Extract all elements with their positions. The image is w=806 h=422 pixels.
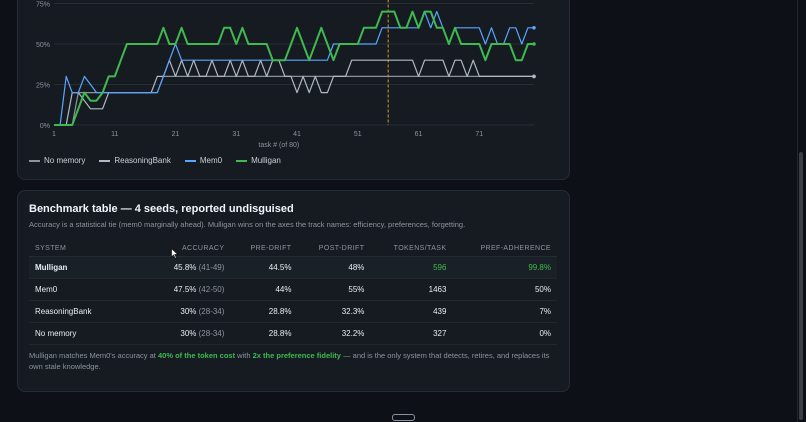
series-endpoint-mem0 bbox=[532, 26, 536, 30]
scrollbar[interactable] bbox=[797, 0, 806, 422]
cell-pre-drift: 44% bbox=[230, 278, 298, 301]
x-tick-label: 31 bbox=[232, 131, 240, 138]
series-endpoint-mulligan bbox=[532, 42, 536, 46]
summary-part-3: — and is the only system that detects, r… bbox=[29, 351, 550, 371]
cell-system: Mem0 bbox=[29, 278, 151, 301]
cell-tokens: 439 bbox=[370, 300, 453, 323]
cell-pref-adherence: 0% bbox=[452, 322, 557, 345]
chart-legend: No memory ReasoningBank Mem0 Mulligan bbox=[29, 156, 281, 165]
cell-pre-drift: 44.5% bbox=[230, 256, 298, 279]
benchmark-title: Benchmark table — 4 seeds, reported undi… bbox=[29, 203, 294, 215]
benchmark-summary: Mulligan matches Mem0's accuracy at 40% … bbox=[29, 350, 559, 372]
cell-system: Mulligan bbox=[29, 256, 151, 279]
accuracy-value: 47.5% bbox=[173, 285, 197, 294]
cell-tokens: 1463 bbox=[370, 278, 453, 301]
legend-item-reasoningbank[interactable]: ReasoningBank bbox=[99, 156, 171, 165]
column-header-tokens[interactable]: TOKENS/TASK bbox=[370, 240, 453, 257]
y-tick-label: 50% bbox=[36, 42, 50, 49]
x-tick-label: 11 bbox=[111, 131, 118, 138]
cell-pre-drift: 28.8% bbox=[230, 300, 298, 323]
legend-swatch-no-memory bbox=[29, 159, 40, 162]
cell-system: ReasoningBank bbox=[29, 300, 151, 323]
accuracy-ci: (42-50) bbox=[198, 285, 225, 294]
accuracy-value: 30% bbox=[180, 329, 197, 338]
column-header-pre-drift[interactable]: PRE-DRIFT bbox=[230, 240, 298, 257]
cell-pre-drift: 28.8% bbox=[230, 322, 298, 345]
accuracy-value: 30% bbox=[180, 307, 197, 316]
table-row: Mulligan 45.8% (41-49) 44.5% 48% 596 99.… bbox=[29, 256, 557, 279]
series-line-mem0 bbox=[54, 11, 534, 126]
cell-pref-adherence: 99.8% bbox=[452, 256, 557, 279]
accuracy-ci: (28-34) bbox=[198, 329, 225, 338]
cell-pref-adherence: 7% bbox=[452, 300, 557, 323]
cell-accuracy: 30% (28-34) bbox=[151, 322, 231, 345]
cell-accuracy: 30% (28-34) bbox=[151, 300, 231, 323]
summary-part-2: with bbox=[235, 351, 253, 360]
column-header-system[interactable]: SYSTEM bbox=[29, 240, 151, 257]
cell-accuracy: 47.5% (42-50) bbox=[151, 278, 231, 301]
benchmark-subtitle: Accuracy is a statistical tie (mem0 marg… bbox=[29, 220, 466, 229]
legend-label-no-memory: No memory bbox=[44, 156, 86, 165]
legend-item-mulligan[interactable]: Mulligan bbox=[236, 156, 281, 165]
series-endpoint-reasoningbank bbox=[532, 74, 536, 79]
cell-post-drift: 32.3% bbox=[297, 300, 371, 323]
legend-label-mem0: Mem0 bbox=[199, 156, 223, 165]
x-axis-label: task # (of 80) bbox=[258, 142, 299, 149]
cell-accuracy: 45.8% (41-49) bbox=[151, 256, 231, 279]
chart-card bbox=[17, 0, 570, 180]
benchmark-table: SYSTEM ACCURACY PRE-DRIFT POST-DRIFT TOK… bbox=[29, 240, 557, 345]
legend-label-mulligan: Mulligan bbox=[251, 156, 281, 165]
y-tick-label: 25% bbox=[36, 83, 50, 90]
summary-token-cost: 40% of the token cost bbox=[157, 351, 236, 360]
cell-tokens: 596 bbox=[370, 256, 453, 279]
cell-post-drift: 32.2% bbox=[297, 322, 371, 345]
cell-tokens: 327 bbox=[370, 322, 453, 345]
cell-pref-adherence: 50% bbox=[452, 278, 557, 301]
summary-part-1: Mulligan matches Mem0's accuracy at bbox=[29, 351, 158, 360]
table-row: No memory 30% (28-34) 28.8% 32.2% 327 0% bbox=[29, 322, 557, 345]
x-tick-label: 1 bbox=[52, 131, 56, 138]
accuracy-value: 45.8% bbox=[173, 263, 197, 272]
y-tick-label: 0% bbox=[40, 123, 50, 130]
summary-preference-fidelity: 2x the preference fidelity bbox=[252, 351, 341, 360]
x-tick-label: 41 bbox=[293, 131, 301, 138]
series-line-mulligan bbox=[54, 10, 534, 126]
legend-label-reasoningbank: ReasoningBank bbox=[114, 156, 171, 165]
y-tick-label: 75% bbox=[36, 2, 50, 9]
x-tick-label: 71 bbox=[475, 131, 483, 138]
table-row: ReasoningBank 30% (28-34) 28.8% 32.3% 43… bbox=[29, 300, 557, 323]
accuracy-ci: (28-34) bbox=[198, 307, 225, 316]
table-row: Mem0 47.5% (42-50) 44% 55% 1463 50% bbox=[29, 278, 557, 301]
x-tick-label: 61 bbox=[415, 131, 423, 138]
column-header-accuracy[interactable]: ACCURACY bbox=[151, 240, 231, 257]
x-tick-label: 21 bbox=[172, 131, 180, 138]
cell-system: No memory bbox=[29, 322, 151, 345]
mouse-cursor-icon bbox=[171, 248, 179, 259]
scrollbar-thumb[interactable] bbox=[799, 152, 803, 420]
cell-post-drift: 48% bbox=[297, 256, 371, 279]
column-header-pref-adherence[interactable]: PREF-ADHERENCE bbox=[452, 240, 557, 257]
resize-handle[interactable] bbox=[392, 414, 415, 421]
column-header-post-drift[interactable]: POST-DRIFT bbox=[297, 240, 371, 257]
legend-item-no-memory[interactable]: No memory bbox=[29, 156, 85, 165]
cell-post-drift: 55% bbox=[297, 278, 371, 301]
legend-swatch-mem0 bbox=[184, 159, 196, 162]
legend-swatch-reasoningbank bbox=[99, 159, 111, 162]
table-header-row: SYSTEM ACCURACY PRE-DRIFT POST-DRIFT TOK… bbox=[29, 240, 557, 257]
accuracy-ci: (41-49) bbox=[198, 263, 225, 272]
legend-swatch-mulligan bbox=[236, 159, 248, 162]
x-tick-label: 51 bbox=[354, 131, 362, 138]
legend-item-mem0[interactable]: Mem0 bbox=[184, 156, 223, 165]
